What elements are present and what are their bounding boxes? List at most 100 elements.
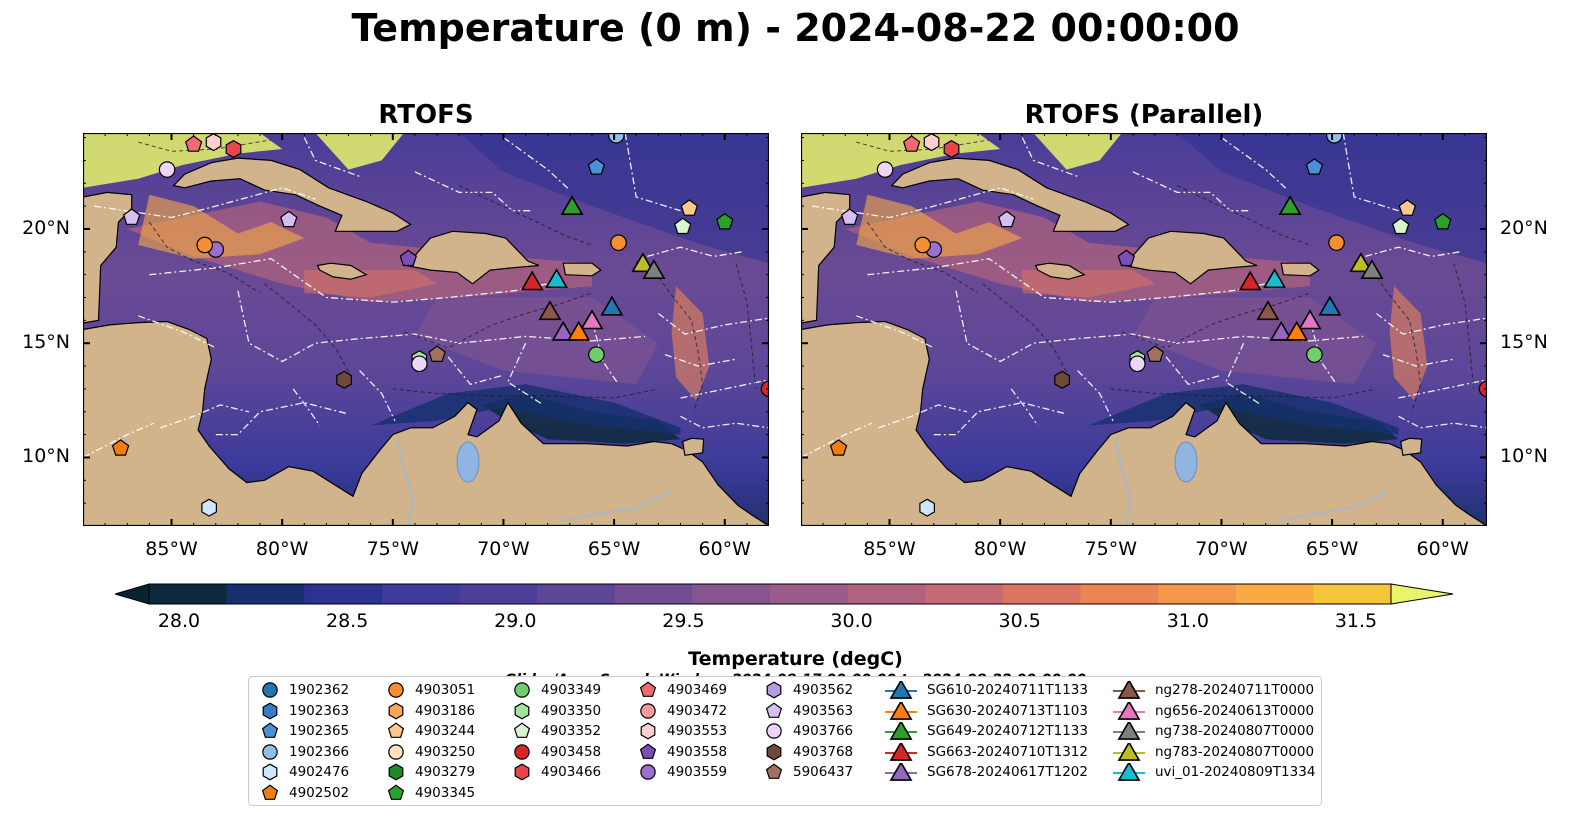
argo-float-4903558 <box>399 249 418 267</box>
boundary-line <box>503 137 571 191</box>
legend-marker <box>640 764 656 780</box>
argo-float-4903766 <box>158 161 176 178</box>
argo-float-4903766 <box>411 355 428 373</box>
boundary-line <box>1365 246 1461 258</box>
colorbar-tick-label: 29.5 <box>662 610 705 632</box>
pentagon-marker-icon <box>387 722 405 738</box>
argo-float-4903469 <box>184 135 203 152</box>
lon-label-right: 80°W <box>973 538 1027 560</box>
map-panel-rtofs[interactable] <box>83 133 769 526</box>
argo-float-4903563 <box>840 208 859 225</box>
argo-float-4903563 <box>280 210 298 228</box>
argo-float-4903553 <box>205 133 222 152</box>
legend-marker <box>388 702 404 719</box>
pentagon-marker-icon <box>513 722 531 738</box>
glider-SG678-20240617T1202 <box>1269 320 1293 341</box>
boundary-line <box>1398 379 1487 399</box>
legend-entry: 4902502 <box>261 783 349 803</box>
legend-entry: ng656-20240613T0000 <box>1113 701 1314 721</box>
land-cuba <box>890 157 1130 232</box>
bathymetry-contour <box>1110 388 1377 399</box>
legend-marker <box>889 742 913 761</box>
bathymetry-contour <box>458 185 593 246</box>
figure-title: Temperature (0 m) - 2024-08-22 00:00:00 <box>351 6 1240 50</box>
legend-marker <box>889 763 913 781</box>
glider-ng783-20240807T0000 <box>631 252 655 273</box>
glider-ng656-20240613T0000 <box>580 309 604 330</box>
legend-entry: 4903768 <box>765 742 853 762</box>
lon-label-left: 85°W <box>145 538 198 560</box>
legend-label: ng656-20240613T0000 <box>1155 702 1315 719</box>
circle-marker-icon <box>766 723 782 739</box>
land-central-south <box>83 320 769 526</box>
temperature-patch <box>459 133 769 264</box>
glider-SG649-20240712T1133 <box>560 195 584 215</box>
glider-SG610-20240711T1133 <box>1318 295 1342 316</box>
map-panel-rtofs-parallel[interactable] <box>801 133 1487 526</box>
boundary-line <box>1342 133 1399 212</box>
legend-label: 4903051 <box>415 682 476 698</box>
colorbar-segment <box>847 584 926 604</box>
boundary-line <box>292 388 321 426</box>
temperature-patch <box>671 286 710 401</box>
legend-marker <box>639 742 657 759</box>
colorbar-label: Temperature (degC) <box>688 648 903 670</box>
legend-entry: 4903466 <box>513 762 601 782</box>
legend-label: SG630-20240713T1103 <box>927 702 1088 719</box>
hexagon-marker-icon <box>514 763 530 781</box>
legend-entry: 4903350 <box>513 701 601 721</box>
argo-float-4903563 <box>122 208 141 225</box>
land-cuba <box>172 157 412 232</box>
legend-marker <box>262 763 278 781</box>
boundary-line <box>1077 370 1114 422</box>
legend-label: 4903553 <box>667 723 728 739</box>
pentagon-marker-icon <box>387 783 405 800</box>
argo-float-4903553 <box>923 133 940 152</box>
glider-ng783-20240807T0000 <box>1349 252 1373 273</box>
legend-marker <box>765 701 783 718</box>
colorbar-segment <box>1080 584 1159 604</box>
triangle-marker-icon <box>1113 701 1145 720</box>
colorbar-tick-label: 28.0 <box>157 610 201 632</box>
lat-label-right: 20°N <box>1500 216 1548 239</box>
hexagon-marker-icon <box>388 702 404 719</box>
argo-float-4903244 <box>1398 199 1417 216</box>
legend-label: 4903349 <box>541 682 602 698</box>
triangle-marker-icon <box>1113 763 1145 781</box>
legend-label: SG649-20240712T1133 <box>927 723 1088 739</box>
lon-label-right: 75°W <box>1084 538 1138 560</box>
legend-label: 4903244 <box>415 723 476 739</box>
boundary-line <box>359 370 396 422</box>
boundary-line <box>647 246 743 258</box>
legend-label: ng783-20240807T0000 <box>1155 743 1315 760</box>
temperature-patch <box>856 194 1023 259</box>
river <box>558 491 670 523</box>
boundary-line <box>1010 388 1039 426</box>
circle-marker-icon <box>514 682 530 698</box>
colorbar-segment <box>226 584 305 604</box>
triangle-marker-icon <box>1113 681 1145 699</box>
circle-marker-icon <box>640 702 656 719</box>
legend-marker <box>889 681 913 699</box>
boundary-line <box>624 133 681 212</box>
legend-marker <box>262 743 278 760</box>
colorbar-segment <box>304 584 383 604</box>
temperature-patch <box>315 133 404 170</box>
argo-float-4903349 <box>1306 346 1323 363</box>
pentagon-marker-icon <box>639 681 657 697</box>
lat-label-left: 20°N <box>22 216 70 239</box>
legend-entry: 4903352 <box>513 721 601 741</box>
panel-title-right: RTOFS (Parallel) <box>1024 100 1264 130</box>
land-central-south <box>801 320 1487 526</box>
legend-entry: 4903349 <box>513 680 601 700</box>
legend-entry: SG610-20240711T1133 <box>885 680 1088 700</box>
lat-label-left: 15°N <box>22 331 70 354</box>
colorbar-segment <box>614 584 693 604</box>
land-yucatan <box>83 191 133 324</box>
boundary-line <box>955 290 1364 363</box>
triangle-marker-icon <box>1113 722 1145 740</box>
argo-float-4903469 <box>902 135 921 152</box>
argo-float-1902366 <box>1326 133 1343 144</box>
river <box>1276 491 1388 523</box>
hexagon-marker-icon <box>640 722 656 740</box>
